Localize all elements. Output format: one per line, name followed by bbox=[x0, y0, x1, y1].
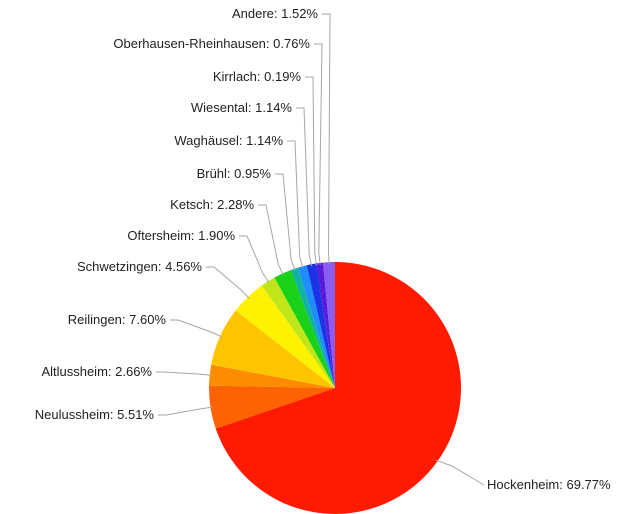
slice-label-schwetzingen: Schwetzingen: 4.56% bbox=[77, 259, 202, 274]
pie-slice-schwetzingen bbox=[235, 285, 335, 388]
pie-slice-reilingen bbox=[211, 310, 335, 388]
slice-label-oftersheim: Oftersheim: 1.90% bbox=[127, 228, 235, 243]
leader-lines bbox=[156, 13, 485, 486]
leader-line-br-hl bbox=[275, 173, 296, 271]
leader-line-oftersheim bbox=[239, 235, 270, 284]
leader-line-wagh-usel bbox=[287, 140, 304, 269]
slice-label-reilingen: Reilingen: 7.60% bbox=[68, 312, 167, 327]
slice-label-ketsch: Ketsch: 2.28% bbox=[170, 197, 254, 212]
pie-slice-br-hl bbox=[290, 267, 335, 388]
leader-line-altlussheim bbox=[156, 371, 212, 376]
pie-slice-andere bbox=[322, 262, 335, 388]
pie-slice-wiesental bbox=[306, 263, 335, 388]
slice-label-hockenheim: Hockenheim: 69.77% bbox=[487, 477, 611, 492]
slice-labels: Hockenheim: 69.77% Neulussheim: 5.51% Altl… bbox=[35, 6, 611, 492]
leader-line-schwetzingen bbox=[206, 266, 250, 299]
slice-label-neulussheim: Neulussheim: 5.51% bbox=[35, 407, 155, 422]
leader-line-andere bbox=[322, 13, 331, 265]
pie-slice-hockenheim bbox=[215, 262, 462, 514]
pie-slice-wagh-usel bbox=[297, 265, 335, 388]
leader-line-ketsch bbox=[258, 204, 284, 276]
slice-label-oberhausen-rheinhausen: Oberhausen-Rheinhausen: 0.76% bbox=[113, 36, 310, 51]
slice-label-andere: Andere: 1.52% bbox=[232, 6, 318, 21]
slice-label-br-hl: Brühl: 0.95% bbox=[197, 166, 272, 181]
pie-slice-ketsch bbox=[274, 270, 335, 388]
leader-line-hockenheim bbox=[435, 459, 485, 486]
leader-line-oberhausen-rheinhausen bbox=[314, 43, 323, 265]
pie-slice-neulussheim bbox=[208, 385, 335, 429]
slice-label-altlussheim: Altlussheim: 2.66% bbox=[41, 364, 152, 379]
leader-line-reilingen bbox=[170, 319, 223, 338]
slice-label-wagh-usel: Waghäusel: 1.14% bbox=[174, 133, 283, 148]
pie-slices bbox=[208, 262, 462, 514]
slice-label-wiesental: Wiesental: 1.14% bbox=[191, 100, 293, 115]
pie-slice-oftersheim bbox=[261, 277, 335, 388]
slice-label-kirrlach: Kirrlach: 0.19% bbox=[213, 69, 302, 84]
leader-line-wiesental bbox=[296, 107, 312, 267]
leader-line-neulussheim bbox=[158, 406, 213, 416]
leader-line-kirrlach bbox=[305, 76, 318, 266]
pie-slice-kirrlach bbox=[315, 263, 335, 388]
pie-slice-altlussheim bbox=[209, 364, 335, 388]
pie-slice-oberhausen-rheinhausen bbox=[317, 262, 335, 388]
